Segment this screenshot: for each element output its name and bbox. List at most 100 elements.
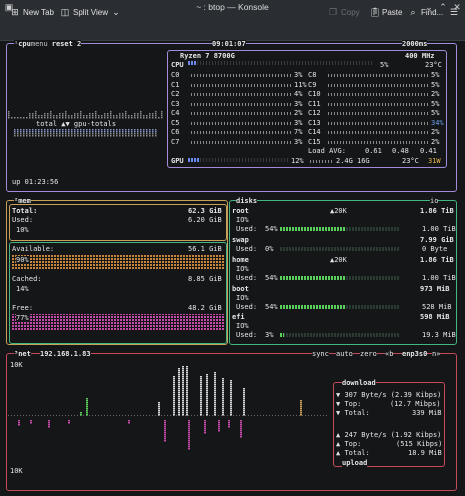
mem-cached: 8.85 GiB xyxy=(188,275,222,283)
mem-avail-box xyxy=(9,242,227,344)
new-tab-label: New Tab xyxy=(23,7,54,17)
disk-4-used: 19.3 MiB xyxy=(422,331,456,339)
disk-3-size: 973 MiB xyxy=(420,285,450,293)
maximize-icon[interactable]: ⌃ xyxy=(439,2,447,12)
net-sync[interactable]: sync xyxy=(312,350,329,358)
core-r-4-pct: 5% xyxy=(431,109,440,117)
disk-3-io-label: IO% xyxy=(236,294,249,302)
disk-1-size: 7.99 GiB xyxy=(420,236,454,244)
disk-3-name: boot xyxy=(232,285,249,293)
disk-0-used-pct: 54% xyxy=(265,225,278,233)
cpu-clock: 09:01:07 xyxy=(212,40,246,48)
core-r-1-pct: 5% xyxy=(431,80,440,89)
copy-button[interactable]: ❐ Copy xyxy=(328,4,360,20)
core-r-2-graph xyxy=(328,93,428,96)
mem-box xyxy=(6,200,228,345)
split-view-icon: ◫ xyxy=(60,7,70,17)
mem-cached-label: Cached: xyxy=(12,275,42,283)
net-zero[interactable]: zero xyxy=(360,350,377,358)
disk-3-used-meter xyxy=(280,305,400,309)
net-ul-total: 18.9 MiB xyxy=(408,449,442,457)
mem-free-graph xyxy=(12,314,225,330)
cpu-interval[interactable]: 2000ms xyxy=(402,40,428,48)
gpu-label: GPU xyxy=(171,157,184,165)
cpu-graph xyxy=(8,111,163,137)
net-dl-total-label: ▼ Total: xyxy=(336,409,370,417)
gpu-mem-dots xyxy=(310,160,332,163)
net-dl-total: 339 MiB xyxy=(412,409,442,417)
load-avg-5: 0.48 xyxy=(392,147,409,155)
mem-avail: 56.1 GiB xyxy=(188,245,222,253)
net-ip: 192.168.1.83 xyxy=(40,350,91,358)
disk-2-used-pct: 54% xyxy=(265,274,278,282)
net-dl-top-label: ▼ Top: xyxy=(336,400,362,408)
net-download-label: download xyxy=(342,379,376,387)
disk-0-io-rate: ▲20K xyxy=(330,207,347,215)
mem-free-pct: 77% xyxy=(16,314,29,322)
core-l-0-label: C0 xyxy=(171,71,180,79)
cpu-info-box xyxy=(167,50,447,168)
title-bar xyxy=(0,0,465,16)
cpu-total-temp: 23°C xyxy=(425,61,442,69)
find-button[interactable]: ⌕ Find... xyxy=(408,4,443,20)
net-prev-iface[interactable]: «b xyxy=(385,350,394,358)
menu-tab[interactable]: menu xyxy=(30,40,48,48)
core-l-7-pct: 3% xyxy=(294,137,303,146)
disk-0-name: root xyxy=(232,207,249,215)
core-r-4-graph xyxy=(328,112,428,115)
mem-free-label: Free: xyxy=(12,304,34,312)
uptime: up 01:23:56 xyxy=(12,178,59,186)
core-l-2-pct: 4% xyxy=(294,90,303,98)
disks-io-toggle[interactable]: io xyxy=(430,197,439,205)
mem-avail-label: Available: xyxy=(12,245,55,253)
net-iface: enp3s0 xyxy=(402,350,428,358)
disk-0-size: 1.86 TiB xyxy=(420,207,454,215)
hamburger-menu-icon[interactable]: ☰ xyxy=(449,7,459,17)
split-view-button[interactable]: ◫ Split View ⌄ xyxy=(60,4,121,20)
paste-button[interactable]: 📋︎ Paste xyxy=(369,4,402,20)
disk-2-io-rate: ▲20K xyxy=(330,256,347,264)
disk-1-used-meter xyxy=(280,247,400,251)
core-r-7-label: C15 xyxy=(308,137,321,146)
new-tab-button[interactable]: ⊞ New Tab xyxy=(10,4,54,20)
paste-icon: 📋︎ xyxy=(369,7,381,17)
core-r-7-graph xyxy=(328,140,428,144)
chevron-down-icon: ⌄ xyxy=(112,7,120,17)
load-avg-label: Load AVG: xyxy=(308,147,346,155)
core-l-5-pct: 3% xyxy=(294,118,303,127)
cpu-tab[interactable]: cpu xyxy=(18,40,31,48)
disk-2-size: 1.86 TiB xyxy=(420,256,454,264)
cpu-total-label: CPU xyxy=(171,61,184,69)
core-l-2-label: C2 xyxy=(171,90,180,98)
cpu-total-pct: 5% xyxy=(380,61,389,69)
core-l-7-graph xyxy=(191,140,291,144)
net-dl-top: (12.7 Mibps) xyxy=(390,400,441,408)
minimize-icon[interactable]: ⌄ xyxy=(425,2,433,12)
preset-tab[interactable]: reset 2 xyxy=(51,40,82,48)
window-title: ~ : btop — Konsole xyxy=(196,2,269,12)
disk-3-used-label: Used: xyxy=(236,303,258,311)
disk-2-name: home xyxy=(232,256,249,264)
core-l-7-label: C7 xyxy=(171,137,180,146)
net-dl-rate: ▼ 307 Byte/s (2.39 Kibps) xyxy=(336,391,442,399)
net-stats-box xyxy=(333,382,445,467)
gpu-temp: 23°C xyxy=(402,157,419,165)
mem-total-label: Total: xyxy=(12,207,38,215)
net-next-iface[interactable]: n» xyxy=(432,350,441,358)
core-l-4-label: C4 xyxy=(171,109,180,117)
core-l-3-graph xyxy=(191,102,291,106)
cpu-total-meter xyxy=(188,61,373,65)
core-l-3-label: C3 xyxy=(171,99,180,108)
net-auto[interactable]: auto xyxy=(336,350,353,358)
paste-label: Paste xyxy=(382,7,403,17)
disk-2-used-label: Used: xyxy=(236,274,258,282)
disk-4-used-label: Used: xyxy=(236,331,258,339)
app-icon[interactable]: ▣ xyxy=(4,2,14,12)
close-icon[interactable]: ✕ xyxy=(453,2,461,12)
disk-2-used-meter xyxy=(280,276,400,280)
core-l-3-pct: 3% xyxy=(294,99,303,108)
mem-used-box xyxy=(9,204,227,241)
find-label: Find... xyxy=(421,7,444,17)
net-ul-rate: ▲ 247 Byte/s (1.92 Kibps) xyxy=(336,431,442,439)
net-box xyxy=(6,353,457,491)
